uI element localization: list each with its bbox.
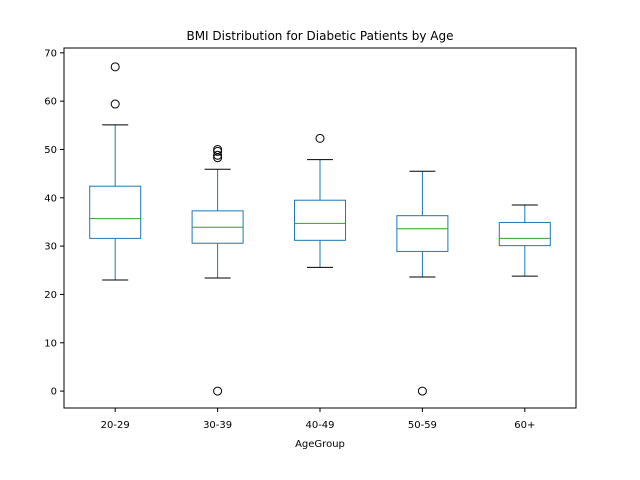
outlier-point <box>110 99 120 109</box>
iqr-box <box>294 199 346 241</box>
x-tick-label: 50-59 <box>408 420 437 431</box>
iqr-box <box>498 221 551 247</box>
y-tick-label: 0 <box>51 387 57 398</box>
outlier-point <box>213 144 223 154</box>
iqr-box <box>396 215 449 252</box>
x-tick-label: 30-39 <box>203 420 232 431</box>
y-tick-label: 10 <box>44 338 57 349</box>
outlier-point <box>213 150 223 160</box>
x-axis: 20-29 30-39 40-49 50-59 60+ <box>101 408 535 431</box>
y-tick-label: 50 <box>44 145 57 156</box>
iqr-box <box>89 185 142 239</box>
outlier-point <box>315 133 325 143</box>
outlier-point <box>213 386 223 396</box>
y-tick-label: 20 <box>44 290 57 301</box>
y-tick-label: 30 <box>44 242 57 253</box>
x-tick-label: 20-29 <box>101 420 130 431</box>
x-tick-label: 40-49 <box>305 420 334 431</box>
y-tick-label: 60 <box>44 97 57 108</box>
x-tick-label: 60+ <box>514 420 535 431</box>
outlier-point <box>110 62 120 72</box>
chart-title: BMI Distribution for Diabetic Patients b… <box>186 29 453 43</box>
y-axis: 0 10 20 30 40 50 60 70 <box>44 48 64 398</box>
y-tick-label: 40 <box>44 193 57 204</box>
outlier-point <box>417 386 427 396</box>
plot-area <box>89 62 551 396</box>
x-axis-label: AgeGroup <box>295 439 345 450</box>
y-tick-label: 70 <box>44 48 57 59</box>
